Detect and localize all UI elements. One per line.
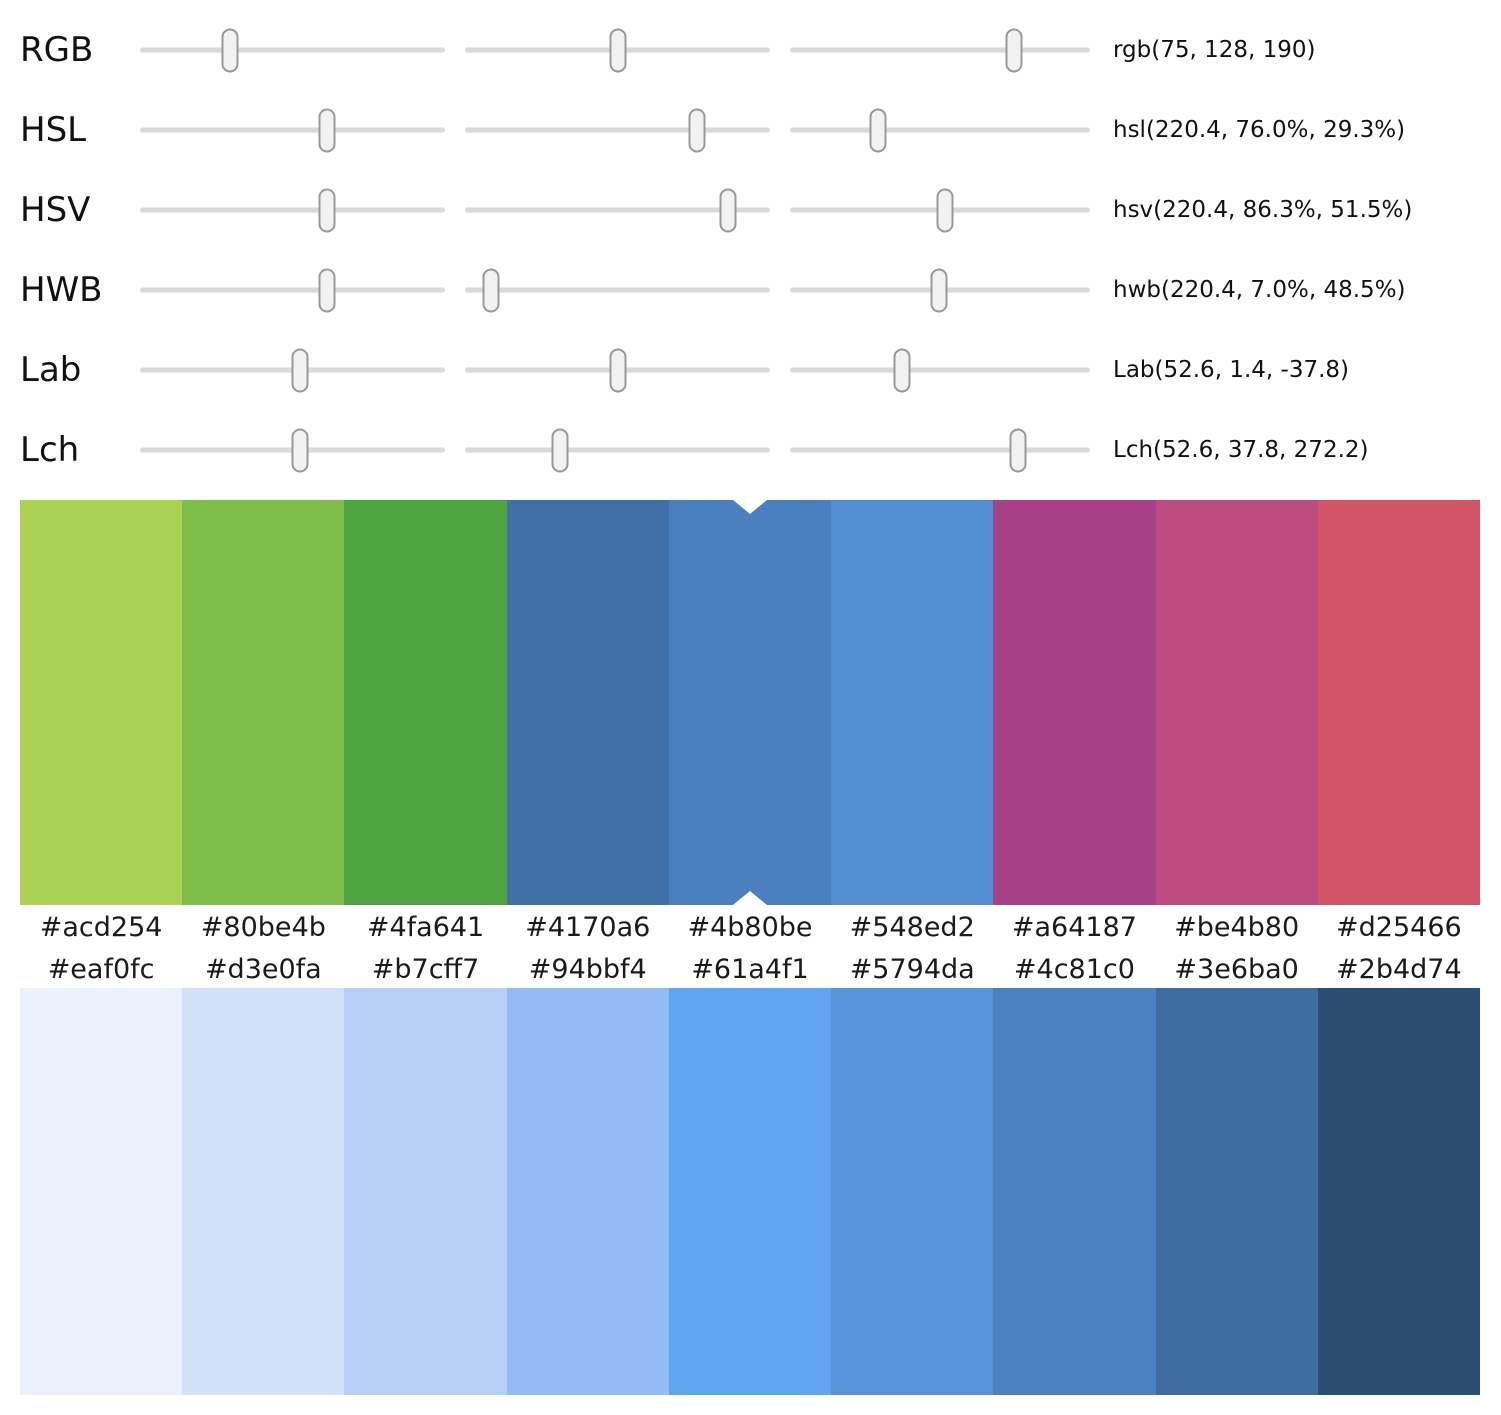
color-swatch[interactable] — [182, 988, 345, 1395]
row-label-rgb: RGB — [20, 30, 94, 70]
rgb-slider-track-3[interactable] — [790, 28, 1090, 72]
hsl-slider-thumb-2[interactable] — [688, 108, 706, 152]
hwb-slider-thumb-1[interactable] — [318, 268, 336, 312]
lch-slider-track-3[interactable] — [790, 428, 1090, 472]
hex-label: #b7cff7 — [371, 953, 480, 985]
rgb-value-text: rgb(75, 128, 190) — [1113, 37, 1316, 63]
color-swatch[interactable] — [344, 988, 507, 1395]
rgb-slider-track-1[interactable] — [140, 28, 445, 72]
hsv-slider-track-2[interactable] — [465, 188, 770, 232]
color-swatch[interactable] — [1317, 988, 1480, 1395]
row-label-hsv: HSV — [20, 190, 91, 230]
selection-marker-bottom-icon — [733, 891, 767, 905]
hsv-value-text: hsv(220.4, 86.3%, 51.5%) — [1113, 197, 1413, 223]
lch-slider-track-2[interactable] — [465, 428, 770, 472]
lab-slider-track-2[interactable] — [465, 348, 770, 392]
hwb-slider-track-2[interactable] — [465, 268, 770, 312]
color-swatch-selected[interactable] — [668, 500, 832, 905]
hex-label: #3e6ba0 — [1174, 953, 1299, 985]
hsv-slider-thumb-2[interactable] — [719, 188, 737, 232]
hex-label: #61a4f1 — [691, 953, 809, 985]
hex-label: #5794da — [849, 953, 975, 985]
hsl-slider-thumb-3[interactable] — [869, 108, 887, 152]
color-swatch[interactable] — [506, 500, 669, 905]
lab-slider-track-1[interactable] — [140, 348, 445, 392]
hex-label: #94bbf4 — [528, 953, 647, 985]
hex-label: #acd254 — [39, 912, 163, 943]
color-swatch[interactable] — [993, 500, 1156, 905]
color-swatch[interactable] — [182, 500, 345, 905]
hex-label: #4b80be — [687, 912, 813, 943]
color-swatch[interactable] — [1155, 500, 1318, 905]
hex-label: #4c81c0 — [1013, 953, 1135, 985]
rgb-slider-thumb-3[interactable] — [1005, 28, 1022, 72]
palette-top-labels: #acd254 #80be4b #4fa641 #4170a6 #4b80be … — [20, 905, 1480, 950]
hex-label: #d3e0fa — [204, 953, 322, 985]
color-swatch[interactable] — [831, 500, 994, 905]
hsl-slider-track-3[interactable] — [790, 108, 1090, 152]
hex-label: #a64187 — [1011, 912, 1137, 943]
rgb-slider-track-2[interactable] — [465, 28, 770, 72]
hwb-slider-track-1[interactable] — [140, 268, 445, 312]
rgb-slider-thumb-2[interactable] — [609, 28, 627, 72]
row-label-hsl: HSL — [20, 110, 87, 150]
color-swatch[interactable] — [668, 988, 832, 1395]
hex-label: #4170a6 — [525, 912, 651, 943]
hwb-slider-thumb-3[interactable] — [930, 268, 947, 312]
color-swatch[interactable] — [1155, 988, 1318, 1395]
color-swatch[interactable] — [344, 500, 507, 905]
lab-slider-thumb-3[interactable] — [893, 348, 911, 392]
color-swatch[interactable] — [831, 988, 994, 1395]
palette-top-strip — [20, 500, 1480, 905]
color-swatch[interactable] — [20, 988, 183, 1395]
hwb-value-text: hwb(220.4, 7.0%, 48.5%) — [1113, 277, 1406, 303]
hsl-slider-track-1[interactable] — [140, 108, 445, 152]
selection-marker-top-icon — [733, 500, 767, 514]
hsl-slider-track-2[interactable] — [465, 108, 770, 152]
hex-label: #d25466 — [1336, 912, 1462, 943]
lab-slider-thumb-1[interactable] — [291, 348, 309, 392]
lab-value-text: Lab(52.6, 1.4, -37.8) — [1113, 357, 1349, 383]
row-label-hwb: HWB — [20, 270, 103, 310]
hex-label: #4fa641 — [366, 912, 485, 943]
color-swatch[interactable] — [20, 500, 183, 905]
lch-slider-thumb-3[interactable] — [1009, 428, 1027, 472]
row-label-lch: Lch — [20, 430, 80, 470]
hex-label: #548ed2 — [849, 912, 975, 943]
palette-bottom-strip — [20, 988, 1480, 1395]
hsv-slider-track-3[interactable] — [790, 188, 1090, 232]
lab-slider-track-3[interactable] — [790, 348, 1090, 392]
hsv-slider-thumb-3[interactable] — [936, 188, 953, 232]
hsv-slider-thumb-1[interactable] — [318, 188, 336, 232]
palette-bottom-labels: #eaf0fc #d3e0fa #b7cff7 #94bbf4 #61a4f1 … — [20, 950, 1480, 988]
color-swatch[interactable] — [506, 988, 669, 1395]
hex-label: #2b4d74 — [1336, 953, 1462, 985]
hwb-slider-thumb-2[interactable] — [482, 268, 500, 312]
rgb-slider-thumb-1[interactable] — [221, 28, 239, 72]
color-swatch[interactable] — [1317, 500, 1480, 905]
hsv-slider-track-1[interactable] — [140, 188, 445, 232]
hex-label: #eaf0fc — [47, 953, 155, 985]
hex-label: #80be4b — [200, 912, 326, 943]
hex-label: #be4b80 — [1174, 912, 1300, 943]
hsl-slider-thumb-1[interactable] — [318, 108, 336, 152]
row-label-lab: Lab — [20, 350, 82, 390]
lch-slider-thumb-2[interactable] — [551, 428, 569, 472]
hsl-value-text: hsl(220.4, 76.0%, 29.3%) — [1113, 117, 1406, 143]
lch-value-text: Lch(52.6, 37.8, 272.2) — [1113, 437, 1369, 463]
lab-slider-thumb-2[interactable] — [609, 348, 627, 392]
lch-slider-track-1[interactable] — [140, 428, 445, 472]
color-swatch[interactable] — [993, 988, 1156, 1395]
hwb-slider-track-3[interactable] — [790, 268, 1090, 312]
lch-slider-thumb-1[interactable] — [291, 428, 309, 472]
